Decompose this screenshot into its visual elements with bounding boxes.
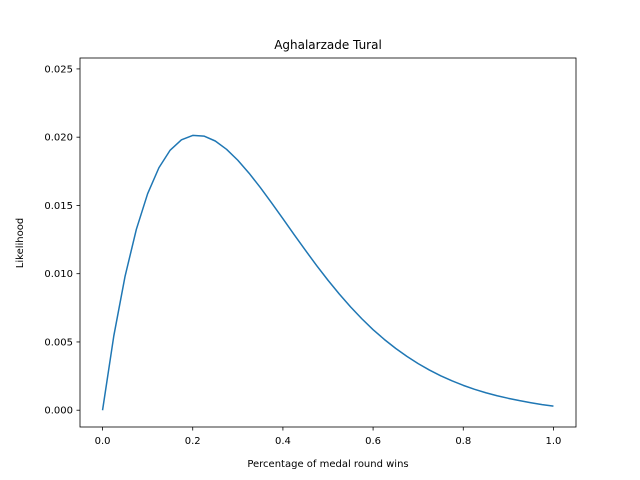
- y-tick-label: 0.015: [44, 201, 73, 212]
- chart-title: Aghalarzade Tural: [274, 38, 382, 52]
- x-tick-label: 0.0: [95, 436, 111, 447]
- x-tick-label: 1.0: [546, 436, 562, 447]
- y-tick-label: 0.010: [44, 269, 73, 280]
- y-tick-label: 0.025: [44, 64, 73, 75]
- y-axis: 0.000 0.005 0.010 0.015 0.020 0.025: [44, 64, 80, 417]
- x-tick-label: 0.2: [185, 436, 201, 447]
- x-tick-label: 0.6: [365, 436, 381, 447]
- x-tick-label: 0.8: [455, 436, 471, 447]
- y-axis-label: Likelihood: [15, 218, 26, 268]
- y-tick-label: 0.000: [44, 406, 73, 417]
- x-tick-label: 0.4: [275, 436, 291, 447]
- y-tick-label: 0.020: [44, 133, 73, 144]
- x-axis-label: Percentage of medal round wins: [247, 459, 408, 470]
- plot-area: [101, 134, 554, 411]
- series-line-0: [101, 134, 554, 411]
- axes-frame: [79, 57, 577, 428]
- y-tick-label: 0.005: [44, 337, 73, 348]
- x-axis: 0.0 0.2 0.4 0.6 0.8 1.0: [95, 427, 562, 447]
